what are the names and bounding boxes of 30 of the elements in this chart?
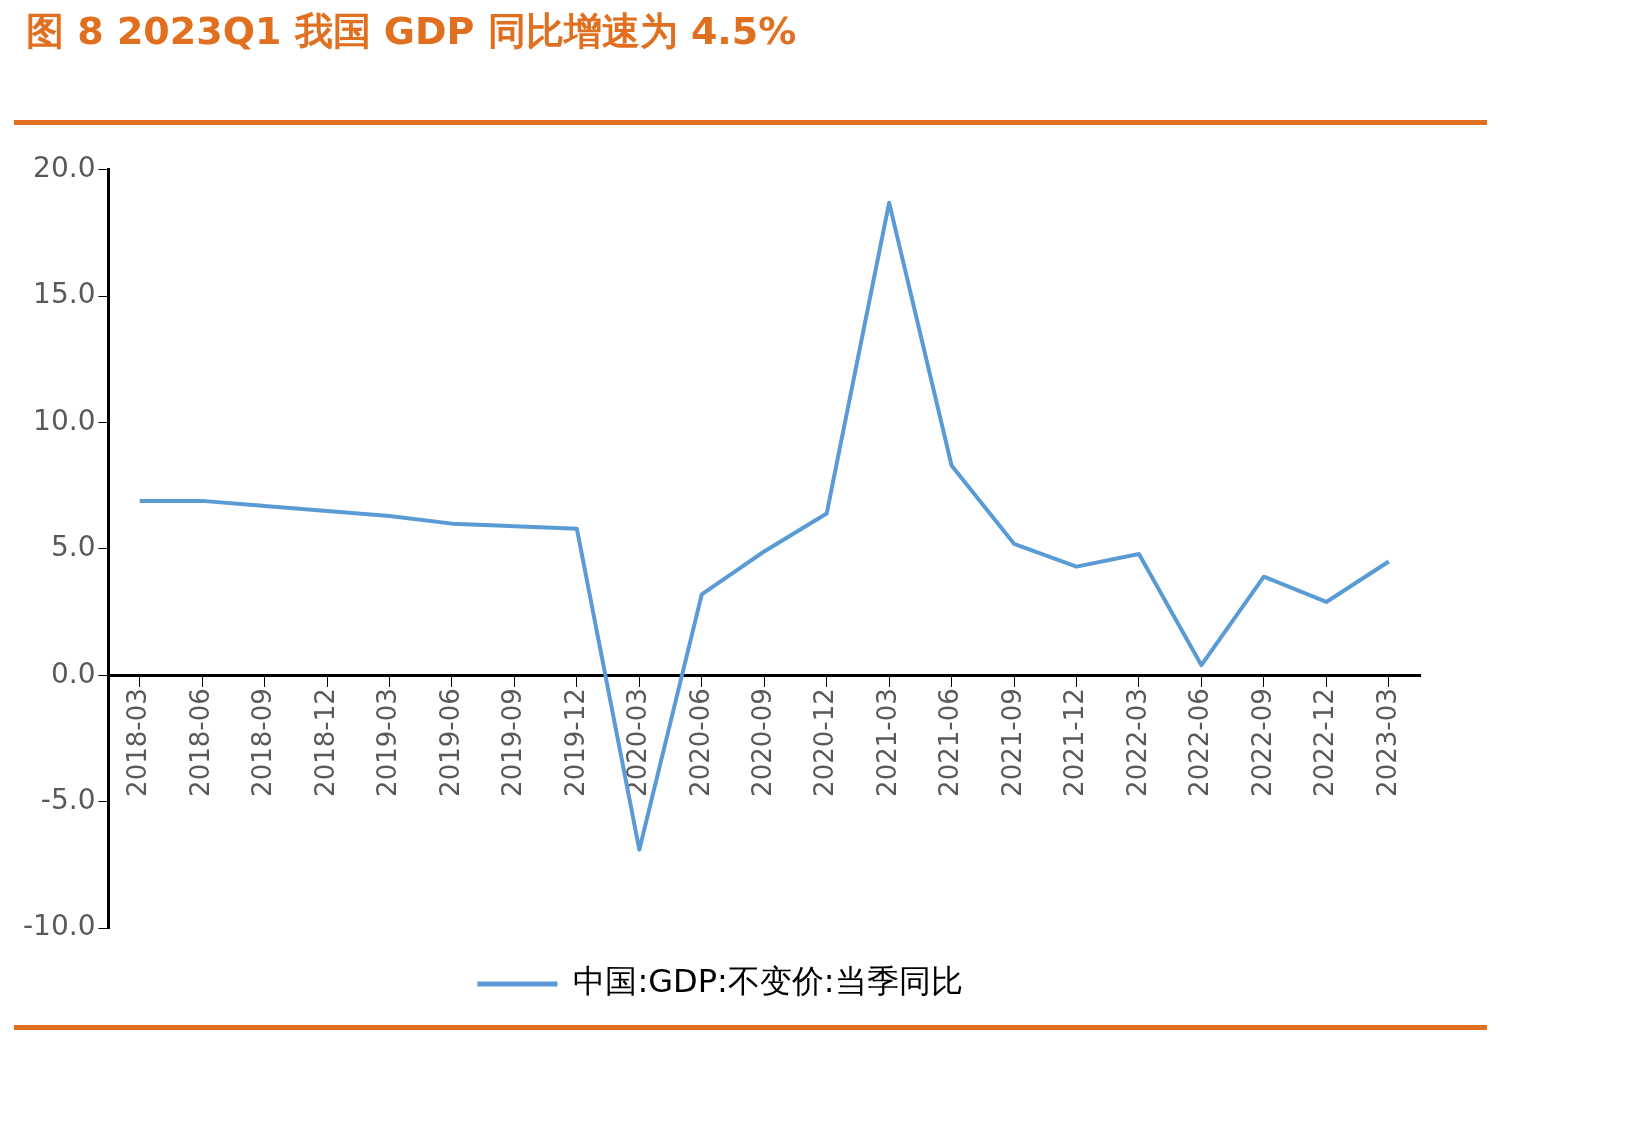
x-tick-label: 2023-03 [1371, 688, 1402, 797]
x-tick-label: 2020-06 [684, 688, 715, 797]
x-tick-label: 2021-06 [934, 688, 965, 797]
x-tick-label: 2022-09 [1246, 688, 1277, 797]
y-tick-label: 5.0 [50, 530, 96, 564]
y-tick-label: 20.0 [33, 151, 96, 185]
x-tick-label: 2019-09 [497, 688, 528, 797]
x-tick-label: 2020-09 [746, 688, 777, 797]
x-tick-label: 2022-03 [1121, 688, 1152, 797]
x-tick-label: 2021-09 [996, 688, 1027, 797]
x-tick-label: 2018-03 [122, 688, 153, 797]
y-tick-label: 0.0 [50, 656, 96, 690]
x-tick-label: 2018-09 [247, 688, 278, 797]
x-tick-label: 2019-06 [434, 688, 465, 797]
x-tick-label: 2022-12 [1309, 688, 1340, 797]
x-tick-label: 2018-06 [184, 688, 215, 797]
x-tick-label: 2020-12 [809, 688, 840, 797]
y-tick-label: 15.0 [33, 277, 96, 311]
x-tick-label: 2018-12 [309, 688, 340, 797]
x-tick-label: 2021-12 [1059, 688, 1090, 797]
y-tick-label: -10.0 [22, 909, 96, 943]
y-tick-label: 10.0 [33, 403, 96, 437]
x-tick-label: 2021-03 [871, 688, 902, 797]
x-tick-label: 2019-03 [372, 688, 403, 797]
y-tick-label: -5.0 [40, 782, 96, 816]
chart-title: 图 8 2023Q1 我国 GDP 同比增速为 4.5% [26, 8, 797, 55]
x-tick-label: 2022-06 [1184, 688, 1215, 797]
legend-label: 中国:GDP:不变价:当季同比 [573, 962, 963, 1001]
x-tick-label: 2020-03 [622, 688, 653, 797]
x-tick-label: 2019-12 [559, 688, 590, 797]
